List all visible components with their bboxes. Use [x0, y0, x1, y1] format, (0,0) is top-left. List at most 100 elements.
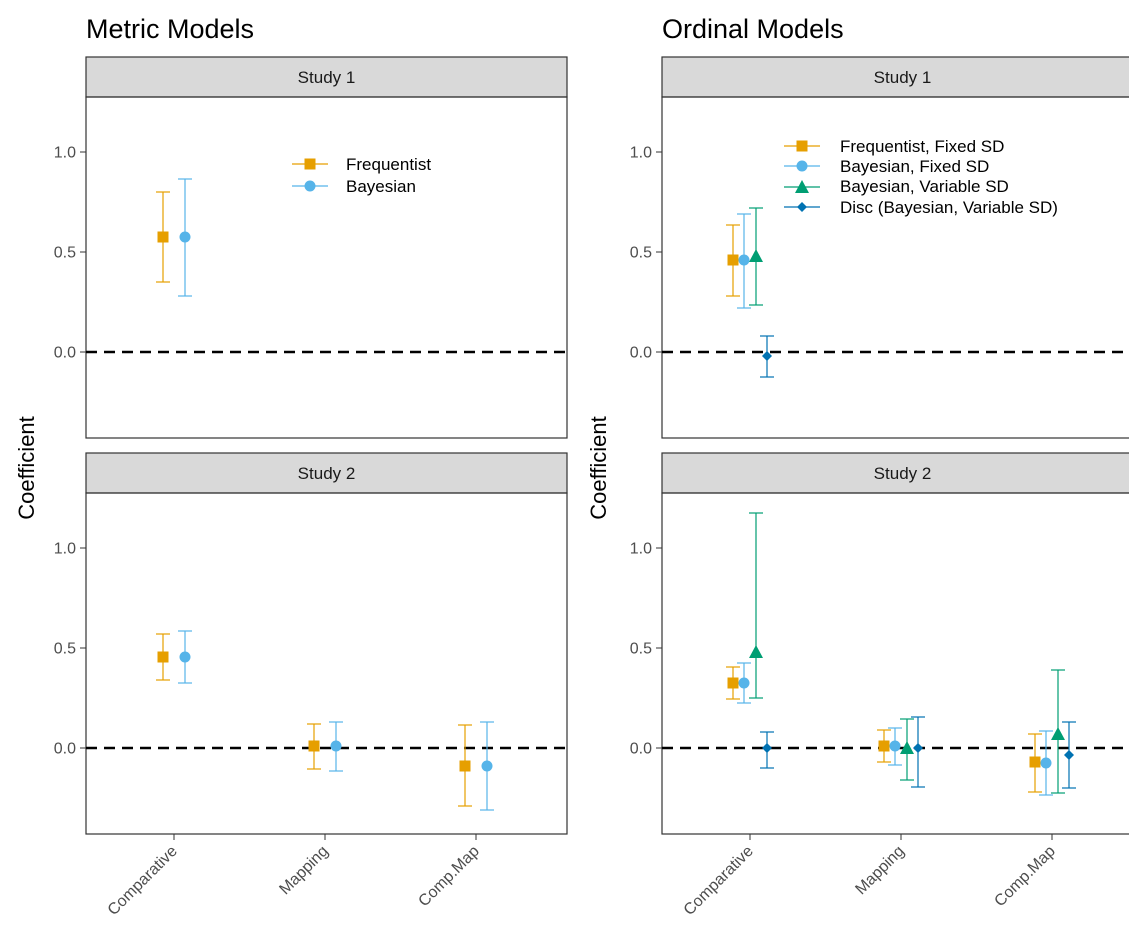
y-tick-label: 0.0 [630, 741, 652, 758]
error-bar-bayesian-comp-map [480, 721, 494, 811]
ordinal-models-chart: Ordinal Models Coefficient Study 1 1.0 0… [586, 14, 1129, 919]
error-bar-bayesian-fixed-sd-comp-map [1039, 730, 1053, 796]
x-tick-label: Comp.Map [991, 843, 1058, 910]
x-tick-label: Mapping [276, 843, 331, 898]
y-axis-label: Coefficient [586, 416, 611, 520]
x-tick-label: Comparative [681, 843, 757, 919]
data-marks [156, 630, 494, 811]
legend-label: Frequentist, Fixed SD [840, 137, 1004, 156]
error-bar-bayesian-comparative [178, 178, 192, 297]
point-bayesian-fixed-sd-mapping [889, 740, 901, 752]
y-tick-0.5: 0.5 [630, 641, 662, 658]
point-frequentist-fixed-sd-comparative [727, 677, 739, 689]
error-bar-disc-bayesian-variable-sd-comp-map [1062, 721, 1076, 789]
error-bar-frequentist-comp-map [458, 724, 472, 807]
point-disc-bayesian-variable-sd-comparative [762, 743, 772, 753]
point-frequentist-fixed-sd-mapping [878, 740, 890, 752]
y-tick-0.0: 0.0 [630, 345, 662, 362]
x-tick-comp-map: Comp.Map [415, 834, 483, 910]
y-tick-1.0: 1.0 [54, 541, 86, 558]
error-bar-bayesian-variable-sd-comp-map [1051, 669, 1065, 794]
y-tick-label: 0.5 [630, 245, 652, 262]
y-tick-label: 0.0 [54, 741, 76, 758]
y-tick-1.0: 1.0 [630, 145, 662, 162]
point-frequentist-fixed-sd-comp-map [1029, 756, 1041, 768]
error-bar-bayesian-fixed-sd-comparative [737, 213, 751, 309]
y-tick-0.0: 0.0 [54, 345, 86, 362]
point-bayesian-variable-sd-comp-map [1051, 727, 1065, 740]
data-marks [726, 512, 1076, 796]
x-tick-label: Comparative [105, 843, 181, 919]
error-bar-disc-bayesian-variable-sd-comparative [760, 335, 774, 378]
error-bar-bayesian-variable-sd-comparative [749, 512, 763, 699]
error-bar-bayesian-mapping [329, 721, 343, 772]
y-tick-label: 1.0 [54, 541, 76, 558]
y-tick-label: 1.0 [54, 145, 76, 162]
plot-panel [661, 492, 1129, 835]
facet-study-1: Study 1 1.0 0.5 0.0 [630, 56, 1129, 439]
point-bayesian-fixed-sd-comparative [738, 677, 750, 689]
legend-item-bayesian-fixed-sd: Bayesian, Fixed SD [784, 157, 989, 176]
plot-panel [661, 96, 1129, 439]
error-bar-frequentist-fixed-sd-comp-map [1028, 733, 1042, 793]
y-tick-0.5: 0.5 [54, 245, 86, 262]
legend: Frequentist, Fixed SD Bayesian, Fixed SD… [784, 137, 1058, 217]
point-disc-bayesian-variable-sd-mapping [913, 743, 923, 753]
circle-marker-icon [796, 160, 808, 172]
y-tick-1.0: 1.0 [630, 541, 662, 558]
circle-marker-icon [304, 180, 316, 192]
y-axis: 1.0 0.5 0.0 [630, 541, 662, 758]
error-bar-frequentist-fixed-sd-mapping [877, 729, 891, 763]
point-disc-bayesian-variable-sd-comp-map [1064, 750, 1074, 760]
facet-strip-label: Study 2 [298, 464, 356, 483]
error-bar-bayesian-comparative [178, 630, 192, 684]
facet-strip-label: Study 1 [298, 68, 356, 87]
point-bayesian-comparative [179, 651, 191, 663]
point-bayesian-variable-sd-comparative [749, 249, 763, 262]
y-tick-0.0: 0.0 [630, 741, 662, 758]
y-tick-label: 0.5 [54, 641, 76, 658]
y-tick-label: 0.0 [630, 345, 652, 362]
error-bar-frequentist-mapping [307, 723, 321, 770]
legend-label: Frequentist [346, 155, 431, 174]
legend-label: Bayesian [346, 177, 416, 196]
x-tick-comparative: Comparative [105, 834, 181, 919]
x-tick-comparative: Comparative [681, 834, 757, 919]
error-bar-frequentist-comparative [156, 633, 170, 681]
legend-item-disc-bayesian-variable-sd: Disc (Bayesian, Variable SD) [784, 198, 1058, 217]
triangle-marker-icon [795, 180, 809, 193]
data-marks [726, 207, 774, 378]
facet-strip [85, 452, 568, 494]
legend-item-frequentist-fixed-sd: Frequentist, Fixed SD [784, 137, 1004, 156]
facet-strip [85, 56, 568, 98]
x-axis: Comparative Mapping Comp.Map [105, 834, 483, 919]
facet-study-1: Study 1 1.0 0.5 0.0 [54, 56, 568, 439]
point-bayesian-fixed-sd-comp-map [1040, 757, 1052, 769]
legend-item-frequentist: Frequentist [292, 155, 431, 174]
error-bar-bayesian-fixed-sd-comparative [737, 662, 751, 704]
diamond-marker-icon [797, 202, 807, 212]
plot-panel [85, 492, 568, 835]
legend: Frequentist Bayesian [292, 155, 431, 196]
y-tick-label: 0.5 [630, 641, 652, 658]
data-marks [156, 178, 192, 297]
point-frequentist-comp-map [459, 760, 471, 772]
y-tick-label: 1.0 [630, 145, 652, 162]
facet-study-2: Study 2 1.0 0.5 0.0 [54, 452, 568, 835]
facet-strip-label: Study 1 [874, 68, 932, 87]
point-frequentist-comparative [157, 231, 169, 243]
facet-strip [661, 452, 1129, 494]
legend-label: Bayesian, Variable SD [840, 177, 1009, 196]
error-bar-bayesian-variable-sd-comparative [749, 207, 763, 306]
point-frequentist-comparative [157, 651, 169, 663]
point-frequentist-fixed-sd-comparative [727, 254, 739, 266]
point-bayesian-comparative [179, 231, 191, 243]
point-disc-bayesian-variable-sd-comparative [762, 351, 772, 361]
error-bar-frequentist-fixed-sd-comparative [726, 224, 740, 297]
y-tick-label: 1.0 [630, 541, 652, 558]
x-tick-mapping: Mapping [276, 834, 332, 898]
point-bayesian-mapping [330, 740, 342, 752]
point-bayesian-fixed-sd-comparative [738, 254, 750, 266]
error-bar-disc-bayesian-variable-sd-comparative [760, 731, 774, 769]
